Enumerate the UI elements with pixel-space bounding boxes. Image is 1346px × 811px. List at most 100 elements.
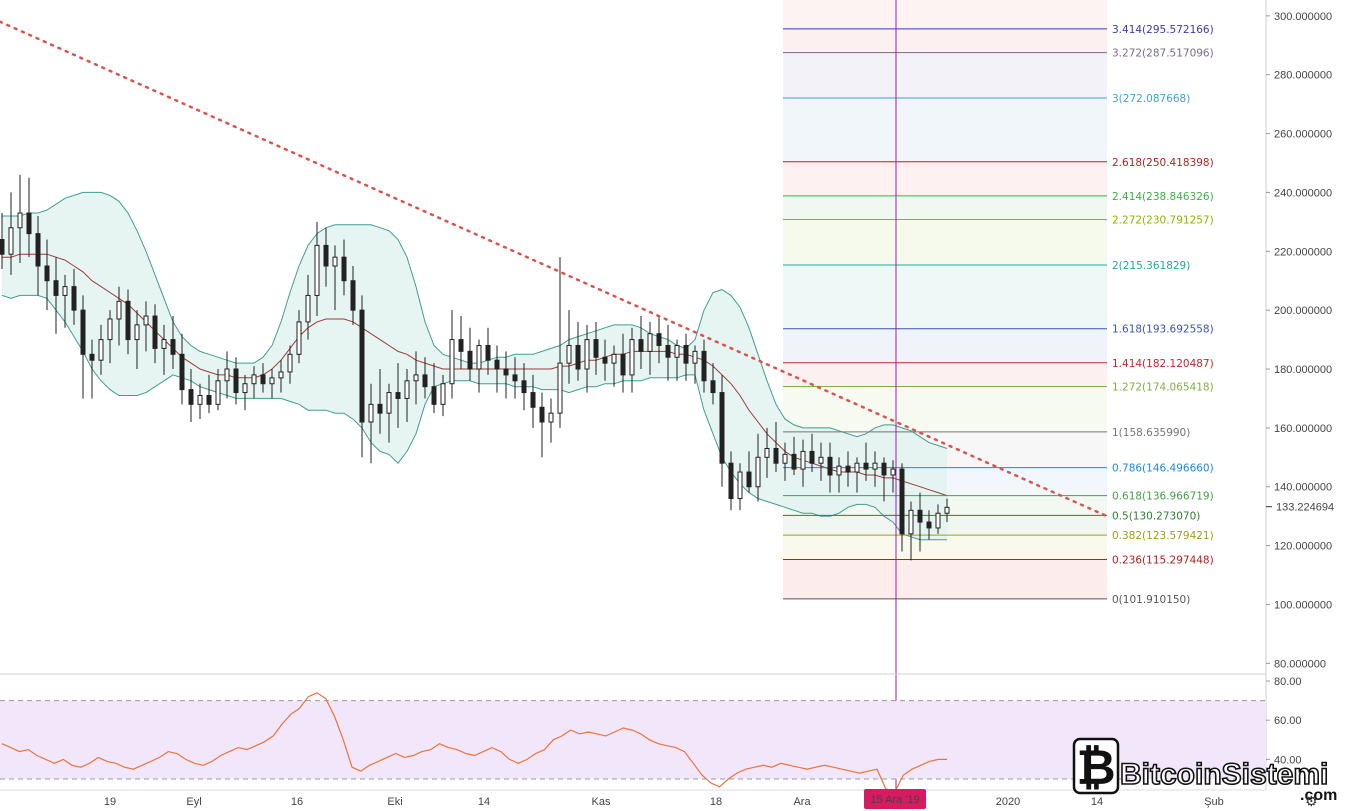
candle-body xyxy=(179,353,185,391)
candle xyxy=(647,321,653,375)
candle-body xyxy=(917,509,923,523)
candle xyxy=(449,310,455,399)
bollinger-upper xyxy=(2,191,948,449)
fib-level-label: 2.414(238.846326) xyxy=(1112,191,1214,203)
candle xyxy=(188,369,194,422)
candle-body xyxy=(287,353,293,373)
candle xyxy=(530,374,536,428)
candle xyxy=(863,442,869,481)
candle-body xyxy=(620,353,626,376)
candle xyxy=(755,433,761,502)
fib-level-label: 0.5(130.273070) xyxy=(1112,510,1200,522)
candle-body xyxy=(863,462,869,470)
candle xyxy=(404,369,410,422)
candle xyxy=(584,324,590,393)
candle-body xyxy=(359,309,365,423)
candle xyxy=(494,345,500,393)
candle xyxy=(260,363,266,393)
y-axis-tick-label: 120.000000 xyxy=(1274,541,1332,553)
candle-body xyxy=(134,324,140,341)
candle xyxy=(269,369,275,399)
fib-level-label: 1(158.635990) xyxy=(1112,427,1190,439)
candle xyxy=(674,339,680,381)
watermark-suffix: .com xyxy=(1300,787,1337,804)
candle xyxy=(305,274,311,340)
x-axis-tick-label: Eyl xyxy=(186,796,201,808)
candle-body xyxy=(395,392,401,399)
x-axis-tick-label: Şub xyxy=(1204,796,1224,808)
candle-body xyxy=(89,353,95,361)
candle-body xyxy=(899,468,905,535)
candle-body xyxy=(692,350,698,364)
fib-zone xyxy=(783,195,1107,220)
candle xyxy=(152,304,158,364)
candle xyxy=(206,374,212,414)
candle xyxy=(746,451,752,493)
candle-body xyxy=(872,462,878,470)
candle xyxy=(692,345,698,384)
candle-body xyxy=(593,339,599,358)
rsi-band-fill xyxy=(0,700,1266,779)
candle-body xyxy=(773,447,779,464)
candle xyxy=(467,327,473,381)
candle-body xyxy=(521,380,527,394)
candle xyxy=(818,442,824,481)
y-axis-tick-label: 180.000000 xyxy=(1274,364,1332,376)
fib-level-label: 3.272(287.517096) xyxy=(1112,48,1214,60)
x-axis-tick-label: 19 xyxy=(104,796,116,808)
candle-body xyxy=(665,344,671,358)
candle xyxy=(125,289,131,355)
candle xyxy=(179,333,185,405)
candle xyxy=(35,215,41,296)
candle-body xyxy=(926,521,932,529)
trendline xyxy=(0,20,1109,518)
candle-body xyxy=(602,356,608,364)
candle-body xyxy=(449,339,455,385)
fib-level-label: 3(272.087668) xyxy=(1112,93,1190,105)
y-axis-tick-label: 100.000000 xyxy=(1274,599,1332,611)
candle-body xyxy=(908,509,914,535)
candle-body xyxy=(809,450,815,464)
fib-zone xyxy=(783,386,1107,432)
y-axis-tick-label: 300.000000 xyxy=(1274,11,1332,23)
candle xyxy=(575,321,581,381)
rsi-line xyxy=(1,692,947,794)
candle-body xyxy=(467,350,473,370)
x-axis-tick-label: 16 xyxy=(291,796,303,808)
x-axis-tick-label: 14 xyxy=(1091,796,1103,808)
candle-body xyxy=(125,300,131,341)
fib-zone xyxy=(783,328,1107,363)
candle-body xyxy=(215,380,221,405)
watermark-logo: ₿ BitcoinSistemi.com xyxy=(1072,737,1337,804)
candle-body xyxy=(458,339,464,352)
candle xyxy=(98,324,104,375)
candle-body xyxy=(827,456,833,476)
candle xyxy=(323,227,329,287)
candle-body xyxy=(737,471,743,500)
fib-level-label: 0(101.910150) xyxy=(1112,594,1190,606)
fib-zone xyxy=(783,161,1107,196)
candle xyxy=(80,295,86,399)
candle-body xyxy=(71,286,77,311)
candle xyxy=(71,268,77,325)
candle-body xyxy=(854,462,860,473)
candle-body xyxy=(728,462,734,500)
candle-body xyxy=(377,403,383,414)
candle-body xyxy=(566,344,572,364)
rsi-axis-tick-label: 60.00 xyxy=(1274,715,1302,727)
gear-icon[interactable]: ⚙ xyxy=(1305,794,1318,810)
candle xyxy=(278,360,284,393)
candle-body xyxy=(305,294,311,323)
candle xyxy=(377,369,383,434)
crosshair-date-label: 15 Ara '19 xyxy=(870,794,919,806)
y-axis-tick-label: 220.000000 xyxy=(1274,246,1332,258)
candle xyxy=(8,192,14,275)
candle-body xyxy=(170,339,176,355)
candle xyxy=(890,460,896,493)
candle xyxy=(197,383,203,420)
candle-body xyxy=(512,374,518,382)
candle-body xyxy=(656,333,662,346)
candle xyxy=(899,463,905,552)
candle xyxy=(431,363,437,414)
